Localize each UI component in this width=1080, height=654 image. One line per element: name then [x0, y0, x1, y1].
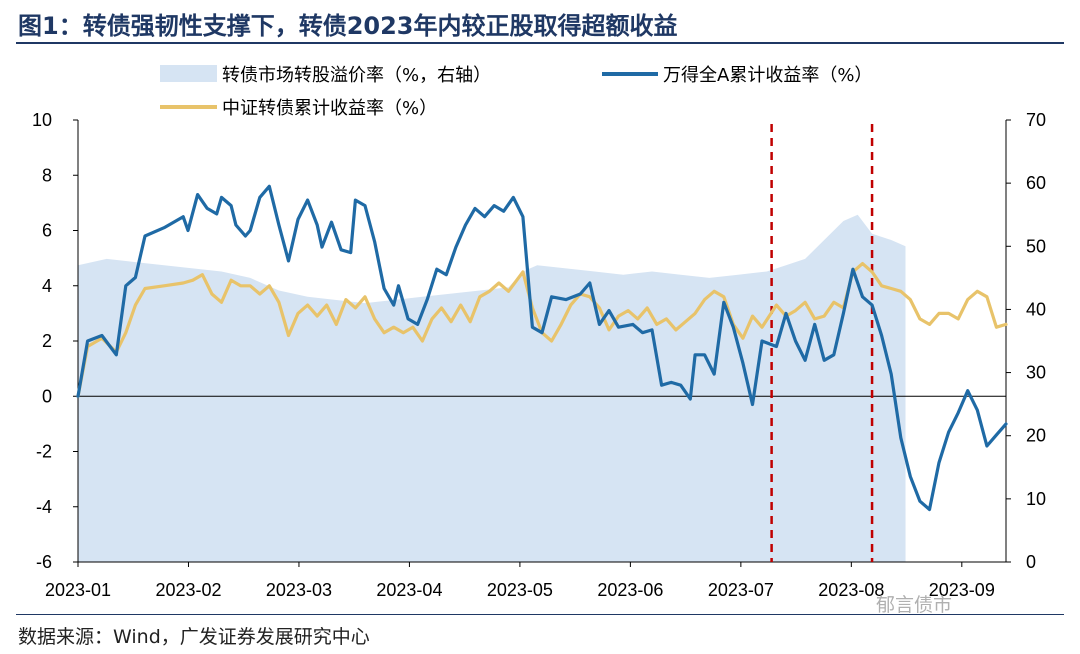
- y-right-tick-label: 40: [1026, 299, 1046, 319]
- legend-label-wind-a: 万得全A累计收益率（%）: [663, 65, 872, 86]
- y-right-tick-label: 0: [1026, 552, 1036, 572]
- y-left-tick-label: 4: [42, 276, 52, 296]
- y-left-tick-label: 2: [42, 331, 52, 351]
- y-right-tick-label: 60: [1026, 173, 1046, 193]
- y-right-tick-label: 70: [1026, 110, 1046, 130]
- y-right-tick-label: 20: [1026, 426, 1046, 446]
- legend-label-premium: 转债市场转股溢价率（%，右轴）: [222, 65, 491, 86]
- legend: 转债市场转股溢价率（%，右轴） 万得全A累计收益率（%） 中证转债累计收益率（%…: [160, 65, 872, 119]
- x-tick-label: 2023-08: [818, 580, 884, 600]
- y-right-tick-label: 50: [1026, 236, 1046, 256]
- y-left-tick-label: 10: [32, 110, 52, 130]
- y-left-tick-label: 8: [42, 165, 52, 185]
- y-left-tick-label: -2: [36, 442, 52, 462]
- y-left-tick-label: -4: [36, 497, 52, 517]
- csi-cb-line: [76, 262, 1008, 398]
- legend-swatch-premium: [160, 65, 217, 82]
- watermark: 郁言债市: [876, 594, 953, 616]
- wind-a-line: [76, 184, 1008, 512]
- x-tick-label: 2023-07: [708, 580, 774, 600]
- y-left-tick-label: 6: [42, 221, 52, 241]
- x-tick-label: 2023-03: [266, 580, 332, 600]
- bottom-rule: [16, 614, 1064, 615]
- line-layer: [76, 184, 1008, 512]
- x-tick-label: 2023-01: [45, 580, 111, 600]
- premium-area: [78, 214, 906, 562]
- y-left-tick-label: 0: [42, 386, 52, 406]
- source-note: 数据来源：Wind，广发证券发展研究中心: [18, 626, 370, 648]
- x-tick-label: 2023-06: [597, 580, 663, 600]
- y-right-tick-label: 30: [1026, 363, 1046, 383]
- y-right-tick-label: 10: [1026, 489, 1046, 509]
- x-tick-label: 2023-04: [376, 580, 442, 600]
- marker-layer: [770, 124, 874, 562]
- legend-label-csi-cb: 中证转债累计收益率（%）: [222, 98, 437, 119]
- x-tick-label: 2023-02: [155, 580, 221, 600]
- chart-title: 图1：转债强韧性支撑下，转债2023年内较正股取得超额收益: [18, 12, 678, 40]
- y-left-tick-label: -6: [36, 552, 52, 572]
- title-rule: [16, 42, 1064, 44]
- x-tick-label: 2023-05: [487, 580, 553, 600]
- x-tick-label: 2023-09: [929, 580, 995, 600]
- premium-area-layer: [78, 214, 906, 562]
